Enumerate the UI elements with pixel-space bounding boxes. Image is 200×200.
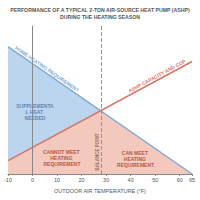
svg-text:50: 50 — [152, 177, 158, 183]
svg-text:REQUIREMENT: REQUIREMENT — [117, 162, 154, 168]
svg-text:60: 60 — [177, 177, 183, 183]
svg-text:PERFORMANCE OF A TYPICAL 2-TON: PERFORMANCE OF A TYPICAL 2-TON AIR-SOURC… — [10, 7, 190, 13]
svg-text:HOME HEATING REQUIREMENT: HOME HEATING REQUIREMENT — [14, 45, 80, 94]
svg-text:CAN MEET: CAN MEET — [121, 150, 150, 157]
svg-text:0: 0 — [31, 177, 34, 183]
svg-text:NEEDED: NEEDED — [25, 115, 46, 121]
svg-text:CANNOT MEET: CANNOT MEET — [42, 148, 81, 155]
svg-text:DURING THE HEATING SEASON: DURING THE HEATING SEASON — [60, 14, 140, 20]
svg-text:-10: -10 — [4, 177, 12, 183]
svg-text:30: 30 — [103, 177, 109, 183]
svg-text:40: 40 — [128, 177, 134, 183]
svg-text:HEATING: HEATING — [123, 156, 148, 163]
svg-text:BALANCE POINT: BALANCE POINT — [95, 133, 100, 170]
svg-text:10: 10 — [54, 177, 60, 183]
svg-text:SUPPLEMENTA: SUPPLEMENTA — [16, 102, 54, 109]
svg-text:REQUIREMENT: REQUIREMENT — [43, 161, 80, 167]
svg-text:ASHP CAPACITY AND COP: ASHP CAPACITY AND COP — [127, 58, 187, 94]
svg-text:OUTDOOR AIR TEMPERATURE (°F): OUTDOOR AIR TEMPERATURE (°F) — [54, 188, 146, 194]
svg-text:HEATING: HEATING — [50, 154, 74, 161]
svg-text:65: 65 — [189, 177, 195, 183]
svg-text:20: 20 — [79, 177, 85, 183]
svg-text:L HEAT: L HEAT — [25, 108, 45, 115]
